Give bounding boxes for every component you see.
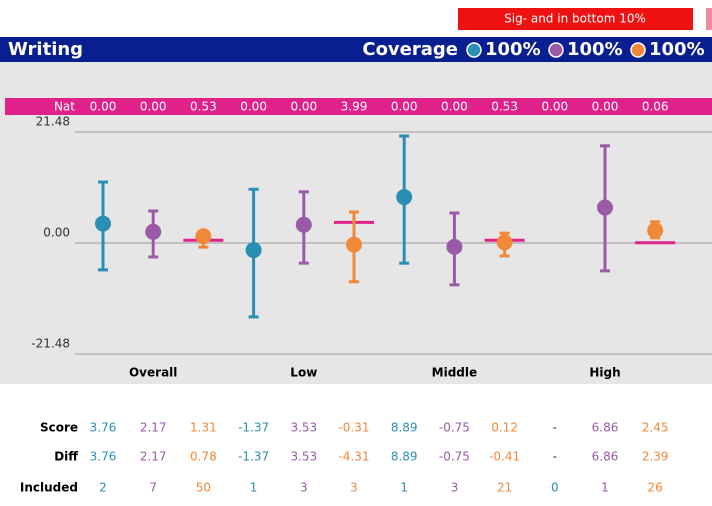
legend-swatch xyxy=(706,8,712,30)
nat-value: 0.06 xyxy=(642,100,669,114)
score-cell: 3.76 xyxy=(90,421,117,435)
score-dot xyxy=(647,222,664,239)
score-cell: 6.86 xyxy=(592,421,619,435)
nat-value: 0.00 xyxy=(90,100,117,114)
score-cell: 8.89 xyxy=(391,421,418,435)
diff-cell: 3.76 xyxy=(90,450,117,464)
score-cell: 1.31 xyxy=(190,421,217,435)
diff-cell: -1.37 xyxy=(238,450,269,464)
nat-value: 3.99 xyxy=(341,100,368,114)
nat-value: 0.00 xyxy=(391,100,418,114)
score-cell: 2.45 xyxy=(642,421,669,435)
diff-cell: -0.75 xyxy=(439,450,470,464)
included-cell: 21 xyxy=(497,481,512,495)
score-dot xyxy=(496,234,513,251)
nat-value: 0.00 xyxy=(441,100,468,114)
score-dot xyxy=(145,223,162,240)
row-label: Score xyxy=(40,421,78,435)
nat-bar xyxy=(5,98,712,115)
score-dot xyxy=(396,189,413,206)
nat-label: Nat xyxy=(54,100,75,114)
nat-value: 0.53 xyxy=(190,100,217,114)
diff-cell: -0.41 xyxy=(489,450,520,464)
row-label: Included xyxy=(20,481,78,495)
y-tick-label: 0.00 xyxy=(43,226,70,240)
included-cell: 1 xyxy=(601,481,609,495)
legend-dot xyxy=(548,42,564,58)
diff-cell: - xyxy=(553,450,557,464)
score-dot xyxy=(95,215,111,232)
nat-value: 0.53 xyxy=(491,100,518,114)
included-cell: 26 xyxy=(648,481,663,495)
score-cell: -0.31 xyxy=(338,421,369,435)
included-cell: 7 xyxy=(149,481,157,495)
sig-legend-box xyxy=(458,8,693,30)
score-dot xyxy=(597,199,613,216)
x-tick-label: Low xyxy=(290,366,317,380)
title: Writing xyxy=(8,39,83,60)
x-tick-label: High xyxy=(589,366,620,380)
score-dot xyxy=(245,242,262,259)
diff-cell: 3.53 xyxy=(290,450,317,464)
y-tick-label: 21.48 xyxy=(36,114,70,128)
score-cell: 3.53 xyxy=(290,421,317,435)
included-cell: 50 xyxy=(196,481,211,495)
nat-value: 0.00 xyxy=(541,100,568,114)
score-cell: - xyxy=(553,421,557,435)
included-cell: 3 xyxy=(451,481,459,495)
nat-value: 0.00 xyxy=(592,100,619,114)
score-cell: 2.17 xyxy=(140,421,167,435)
included-cell: 2 xyxy=(99,481,107,495)
diff-cell: 8.89 xyxy=(391,450,418,464)
nat-value: 0.00 xyxy=(290,100,317,114)
score-cell: -1.37 xyxy=(238,421,269,435)
legend-coverage: 100% xyxy=(567,39,623,60)
nat-value: 0.00 xyxy=(140,100,167,114)
diff-cell: 2.39 xyxy=(642,450,669,464)
legend-dot xyxy=(466,42,482,58)
x-tick-label: Overall xyxy=(129,366,177,380)
diff-cell: 6.86 xyxy=(592,450,619,464)
included-cell: 0 xyxy=(551,481,559,495)
diff-cell: 0.78 xyxy=(190,450,217,464)
included-cell: 1 xyxy=(400,481,408,495)
legend-dot xyxy=(630,42,646,58)
score-dot xyxy=(446,238,463,255)
score-dot xyxy=(346,236,362,253)
score-dot xyxy=(295,216,312,233)
legend-coverage: 100% xyxy=(485,39,541,60)
legend-coverage: 100% xyxy=(649,39,705,60)
row-label: Diff xyxy=(54,450,78,464)
x-tick-label: Middle xyxy=(432,366,478,380)
included-cell: 3 xyxy=(300,481,308,495)
diff-cell: 2.17 xyxy=(140,450,167,464)
included-cell: 1 xyxy=(250,481,258,495)
score-dot xyxy=(195,228,212,245)
header-bar xyxy=(0,37,712,62)
sig-legend: Sig- and in bottom 10% xyxy=(504,12,646,26)
score-cell: 0.12 xyxy=(491,421,518,435)
included-cell: 3 xyxy=(350,481,358,495)
diff-cell: -4.31 xyxy=(338,450,369,464)
y-tick-label: -21.48 xyxy=(31,337,70,351)
score-cell: -0.75 xyxy=(439,421,470,435)
nat-value: 0.00 xyxy=(240,100,267,114)
coverage-label: Coverage xyxy=(362,39,458,60)
